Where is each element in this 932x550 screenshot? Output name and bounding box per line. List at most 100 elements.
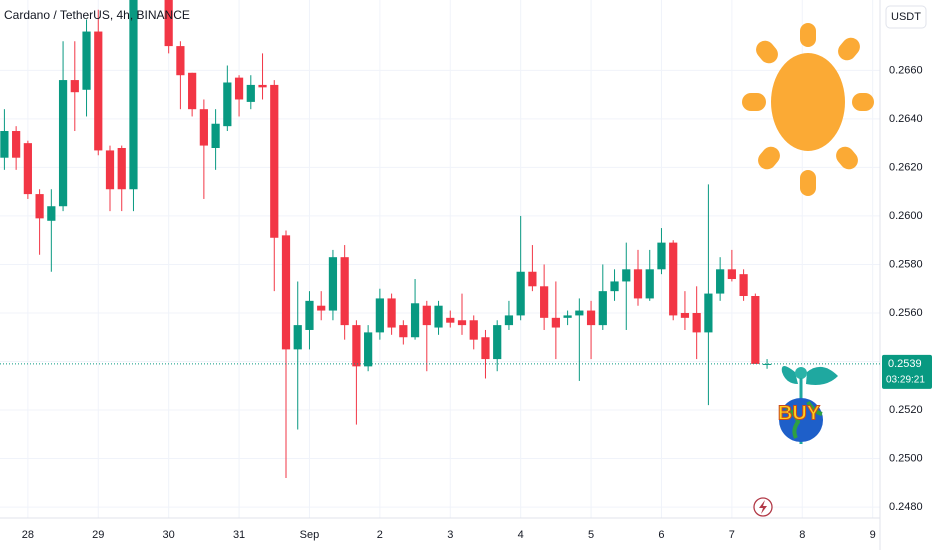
candle-body (12, 131, 21, 158)
candle-body (622, 269, 631, 282)
x-tick-label: Sep (300, 529, 320, 541)
candle-body (246, 84, 255, 102)
x-tick-label: 7 (729, 529, 735, 541)
candle-body (0, 131, 9, 158)
candle-body (528, 271, 537, 287)
candle-body (117, 148, 126, 190)
candle-body (58, 80, 68, 207)
x-tick-label: 8 (799, 529, 805, 541)
candle-body (504, 315, 514, 326)
y-tick-label: 0.2600 (889, 210, 923, 222)
candle-body (540, 286, 549, 318)
candle-body (176, 46, 185, 76)
candle-body (340, 257, 349, 326)
candle-body (704, 293, 713, 333)
x-tick-label: 4 (518, 529, 524, 541)
candle-body (739, 274, 748, 296)
candle-body (680, 312, 690, 318)
alert-icon[interactable] (753, 497, 773, 517)
buy-icon: BUY (777, 366, 838, 444)
candle-body (598, 291, 607, 326)
countdown-label: 03:29:21 (886, 375, 925, 386)
candle-body (70, 80, 79, 93)
candle-body (352, 325, 361, 367)
candle-body (751, 296, 760, 364)
last-price-box (882, 354, 932, 389)
candle-body (234, 77, 244, 100)
x-tick-label: 2 (377, 529, 383, 541)
candle-body (35, 194, 44, 219)
candle-body (586, 310, 596, 326)
candle-body (762, 363, 772, 365)
x-tick-label: 29 (92, 529, 104, 541)
candle-body (446, 317, 455, 323)
sun-icon (742, 23, 874, 196)
candle-body (516, 271, 525, 316)
y-tick-label: 0.2560 (889, 307, 923, 319)
candle-body (47, 206, 56, 221)
candle-body (82, 31, 91, 90)
candle-body (328, 257, 338, 311)
y-tick-label: 0.2580 (889, 258, 923, 270)
y-tick-label: 0.2620 (889, 161, 923, 173)
y-tick-label: 0.2520 (889, 404, 923, 416)
candle-body (422, 305, 431, 326)
candle-body (270, 84, 279, 238)
candle-body (105, 150, 115, 190)
last-price-label: 0.2539 (888, 358, 922, 370)
y-tick-label: 0.2480 (889, 501, 923, 513)
y-tick-label: 0.2660 (889, 64, 923, 76)
candle-body (669, 242, 678, 316)
candle-body (633, 269, 643, 299)
candle-body (129, 0, 138, 190)
candle-body (211, 123, 220, 148)
candle-body (94, 31, 103, 151)
candle-body (493, 325, 502, 360)
candle-body (188, 72, 197, 110)
y-tick-label: 0.2500 (889, 452, 923, 464)
candle-body (258, 84, 267, 88)
grid (0, 0, 880, 518)
candle-body (645, 269, 654, 299)
candle-body (692, 312, 701, 333)
chart-title: Cardano / TetherUS, 4h, BINANCE (4, 8, 190, 22)
x-tick-label: 3 (447, 529, 453, 541)
x-tick-label: 6 (658, 529, 664, 541)
candle-body (364, 332, 373, 367)
candle-body (727, 269, 736, 280)
candle-body (317, 305, 326, 311)
candle-body (164, 0, 173, 47)
candle-body (375, 298, 384, 333)
candles (0, 0, 772, 478)
candle-body (399, 325, 408, 338)
candle-body (410, 303, 420, 338)
x-tick-label: 28 (22, 529, 34, 541)
candle-body (610, 281, 619, 292)
overlay: 0.24800.25000.25200.25400.25600.25800.26… (0, 64, 932, 541)
candle-body (199, 109, 208, 146)
x-tick-label: 31 (233, 529, 245, 541)
buy-badge: BUY (778, 402, 821, 424)
x-tick-label: 5 (588, 529, 594, 541)
candle-body (716, 269, 725, 294)
candle-body (481, 337, 490, 360)
candle-body (657, 242, 666, 270)
x-tick-label: 9 (870, 529, 876, 541)
candle-body (457, 320, 467, 326)
candle-body (223, 82, 232, 127)
candle-body (293, 325, 302, 350)
candle-body (281, 235, 291, 350)
candle-body (305, 300, 314, 330)
x-tick-label: 30 (163, 529, 175, 541)
currency-button[interactable] (885, 5, 927, 29)
y-tick-label: 0.2640 (889, 113, 923, 125)
candle-body (563, 315, 572, 318)
currency-label: USDT (891, 11, 921, 23)
candle-body (575, 310, 584, 316)
candle-body (434, 305, 443, 328)
candle-body (469, 320, 478, 340)
candle-body (551, 317, 560, 328)
candle-body (23, 143, 32, 195)
